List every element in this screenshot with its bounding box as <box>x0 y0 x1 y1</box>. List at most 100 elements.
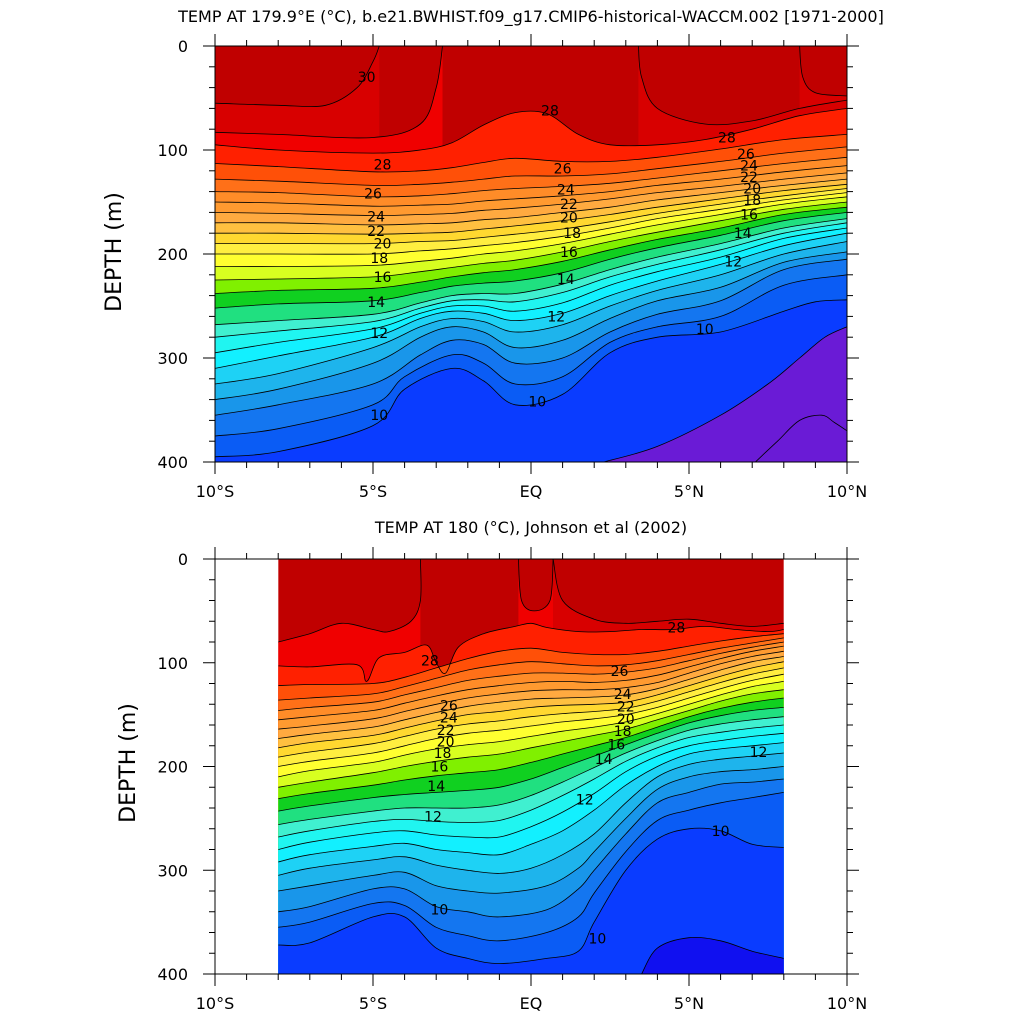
x-tick-label: 10°S <box>196 994 235 1013</box>
isotherm-line <box>215 274 847 437</box>
x-tick-label: 5°N <box>674 482 704 501</box>
isotherm-line <box>278 778 784 918</box>
contour-label: 12 <box>424 809 442 825</box>
contour-label: 26 <box>364 187 382 203</box>
contour-label: 24 <box>440 711 458 727</box>
isotherm-line <box>278 766 784 894</box>
y-tick-label: 100 <box>157 141 188 160</box>
bottom-panel: TEMP AT 180 (°C), Johnson et al (2002) D… <box>116 518 867 1013</box>
y-tick-label: 100 <box>157 654 188 673</box>
contour-field <box>278 559 784 974</box>
contour-label: 28 <box>667 620 685 636</box>
isotherm-line <box>215 241 847 385</box>
isotherm-line <box>215 183 847 235</box>
contour-label: 14 <box>734 226 752 242</box>
contour-label: 28 <box>718 131 736 147</box>
contour-label: 10 <box>588 932 606 948</box>
top-panel: TEMP AT 179.9°E (°C), b.e21.BWHIST.f09_g… <box>102 7 884 501</box>
contour-band-fill <box>215 299 847 462</box>
isotherm-line <box>278 650 784 730</box>
contour-label: 22 <box>617 699 635 715</box>
bottom-panel-ylabel: DEPTH (m) <box>116 703 141 823</box>
contour-label: 26 <box>554 162 572 178</box>
x-tick-label: 5°S <box>359 482 387 501</box>
contour-label: 22 <box>367 224 385 240</box>
isotherm-line <box>215 188 847 245</box>
contour-label: 12 <box>724 254 742 270</box>
isotherm-line <box>278 673 784 767</box>
contour-label: 14 <box>367 295 385 311</box>
contour-band-fill <box>603 326 847 462</box>
contour-label: 10 <box>696 322 714 338</box>
isotherm-line <box>278 645 784 721</box>
contour-label: 16 <box>374 270 392 286</box>
isotherm-line <box>215 222 847 338</box>
contour-label: 18 <box>563 226 581 242</box>
isotherm-line <box>215 108 847 154</box>
contour-label: 24 <box>740 159 758 175</box>
contour-label: 28 <box>421 654 439 670</box>
isotherm-line <box>215 232 847 369</box>
isotherm-line <box>603 326 847 462</box>
contour-label: 28 <box>541 103 559 119</box>
isotherm-line <box>641 936 784 974</box>
contour-label: 24 <box>557 183 575 199</box>
isotherm-line <box>278 707 784 812</box>
y-tick-label: 400 <box>157 453 188 472</box>
contour-label: 26 <box>440 698 458 714</box>
contour-label: 20 <box>617 712 635 728</box>
isotherm-line <box>215 196 847 267</box>
isotherm-line <box>278 637 784 701</box>
isotherm-line <box>215 134 847 173</box>
contour-label: 28 <box>374 158 392 174</box>
contour-label: 14 <box>557 272 575 288</box>
contour-label: 10 <box>712 824 730 840</box>
isotherm-line <box>215 156 847 198</box>
isotherm-line <box>278 827 784 965</box>
contour-label: 10 <box>528 395 546 411</box>
contour-label: 10 <box>430 903 448 919</box>
isotherm-line <box>215 201 847 281</box>
contour-label: 16 <box>430 760 448 776</box>
x-tick-label: EQ <box>520 994 543 1013</box>
isotherm-line <box>278 792 784 942</box>
isotherm-line <box>799 46 847 97</box>
x-tick-label: 5°S <box>359 994 387 1013</box>
contour-label: 30 <box>358 70 376 86</box>
contour-label: 18 <box>370 251 388 267</box>
contour-label: 12 <box>750 745 768 761</box>
isotherm-line <box>215 251 847 400</box>
contour-band-fill <box>278 828 784 974</box>
isotherm-line <box>278 667 784 758</box>
isotherm-line <box>215 192 847 255</box>
x-tick-label: 10°S <box>196 482 235 501</box>
bottom-panel-title: TEMP AT 180 (°C), Johnson et al (2002) <box>374 518 687 537</box>
isotherm-line <box>278 681 784 778</box>
isotherm-line <box>215 227 847 354</box>
contour-label: 20 <box>437 735 455 751</box>
contour-label: 26 <box>611 664 629 680</box>
isotherm-line <box>215 178 847 226</box>
isotherm-line <box>278 752 784 876</box>
isotherm-line <box>278 732 784 850</box>
isotherm-line <box>278 622 784 682</box>
x-tick-label: 10°N <box>827 482 867 501</box>
contour-label: 22 <box>437 723 455 739</box>
isotherm-line <box>278 656 784 739</box>
contour-label: 16 <box>560 245 578 261</box>
contour-label: 18 <box>614 724 632 740</box>
isotherm-line <box>552 559 784 627</box>
contour-label: 26 <box>737 147 755 163</box>
isotherm-line <box>215 172 847 216</box>
isotherm-line <box>278 641 784 711</box>
contour-label: 12 <box>576 793 594 809</box>
isotherm-line <box>755 414 847 462</box>
isotherm-line <box>638 46 847 126</box>
isotherm-line <box>215 258 847 416</box>
contour-band-fill <box>641 937 784 974</box>
contour-label: 14 <box>595 752 613 768</box>
isotherm-line <box>278 661 784 749</box>
isotherm-line <box>518 559 554 612</box>
